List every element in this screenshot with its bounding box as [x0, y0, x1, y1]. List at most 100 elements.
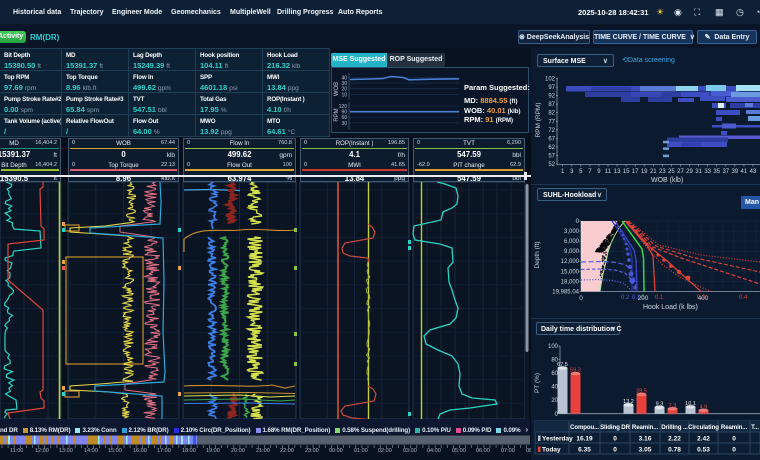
svg-text:10.1: 10.1	[685, 401, 696, 407]
svg-text:52: 52	[548, 162, 555, 168]
svg-text:0: 0	[732, 447, 736, 454]
svg-text:Drilling ...: Drilling ...	[661, 424, 688, 431]
svg-text:6,000: 6,000	[564, 239, 580, 245]
svg-text:9: 9	[597, 169, 601, 175]
svg-text:0.2: 0.2	[697, 295, 706, 301]
svg-text:90: 90	[341, 110, 347, 116]
svg-text:0: 0	[613, 436, 617, 443]
svg-text:0: 0	[613, 447, 617, 454]
svg-text:6.35: 6.35	[578, 447, 591, 454]
svg-text:7: 7	[588, 169, 592, 175]
svg-text:41: 41	[741, 169, 748, 175]
svg-text:400: 400	[698, 295, 709, 302]
svg-text:40: 40	[341, 76, 347, 82]
svg-text:Compou...: Compou...	[570, 424, 599, 431]
svg-text:120: 120	[339, 104, 348, 110]
svg-text:Today: Today	[542, 447, 561, 454]
svg-text:67: 67	[548, 136, 555, 142]
svg-text:23: 23	[659, 169, 666, 175]
svg-text:PT (%): PT (%)	[534, 373, 541, 393]
svg-text:87: 87	[548, 102, 555, 108]
svg-text:200: 200	[638, 295, 649, 302]
svg-text:Circulating: Circulating	[688, 424, 719, 431]
svg-text:RPM: RPM	[334, 108, 340, 121]
svg-text:62: 62	[548, 145, 555, 151]
svg-text:Reamin...: Reamin...	[721, 424, 748, 431]
svg-text:16.19: 16.19	[576, 436, 593, 443]
svg-text:15: 15	[623, 169, 630, 175]
svg-text:3: 3	[570, 169, 574, 175]
svg-text:102: 102	[545, 77, 556, 83]
svg-text:0.2: 0.2	[621, 295, 630, 301]
svg-text:80: 80	[551, 358, 558, 364]
svg-text:40: 40	[551, 385, 558, 391]
svg-text:100: 100	[548, 344, 559, 350]
svg-text:0: 0	[555, 412, 559, 418]
svg-text:Hook Load (k lbs): Hook Load (k lbs)	[643, 304, 698, 311]
svg-text:7.3: 7.3	[669, 403, 677, 409]
svg-text:59.3: 59.3	[570, 368, 581, 374]
svg-text:82: 82	[548, 111, 555, 117]
svg-text:12,000: 12,000	[561, 259, 580, 265]
svg-text:Reamin...: Reamin...	[632, 424, 659, 431]
svg-text:0.4: 0.4	[739, 295, 748, 301]
svg-text:29: 29	[686, 169, 693, 175]
svg-text:1: 1	[561, 169, 565, 175]
svg-text:20: 20	[551, 398, 558, 404]
svg-text:43: 43	[750, 169, 757, 175]
svg-text:Yesterday: Yesterday	[542, 436, 573, 443]
svg-text:97: 97	[548, 85, 555, 91]
svg-text:30: 30	[341, 121, 347, 127]
svg-text:4.9: 4.9	[700, 404, 708, 410]
svg-text:5: 5	[579, 169, 583, 175]
svg-text:2.22: 2.22	[668, 436, 681, 443]
svg-text:3.16: 3.16	[639, 436, 652, 443]
svg-text:0: 0	[579, 295, 583, 302]
svg-text:3.05: 3.05	[639, 447, 652, 454]
svg-text:0: 0	[576, 219, 580, 225]
svg-text:25: 25	[668, 169, 675, 175]
svg-text:39: 39	[731, 169, 738, 175]
svg-text:Sliding DR: Sliding DR	[600, 424, 631, 431]
svg-text:67.5: 67.5	[557, 362, 568, 368]
svg-text:WOB (klb): WOB (klb)	[651, 177, 683, 184]
svg-text:19,985.04: 19,985.04	[552, 289, 579, 295]
svg-text:57: 57	[548, 153, 555, 159]
svg-text:0: 0	[641, 295, 645, 301]
svg-text:37: 37	[722, 169, 729, 175]
svg-text:2.42: 2.42	[697, 436, 710, 443]
svg-text:72: 72	[548, 128, 555, 134]
svg-text:77: 77	[548, 119, 555, 125]
svg-text:WOB: WOB	[334, 82, 340, 96]
svg-text:11: 11	[605, 169, 612, 175]
svg-text:27: 27	[677, 169, 684, 175]
svg-text:0.53: 0.53	[697, 447, 710, 454]
svg-text:19: 19	[641, 169, 648, 175]
svg-text:10: 10	[341, 92, 347, 98]
svg-text:0: 0	[732, 436, 736, 443]
svg-text:31: 31	[695, 169, 702, 175]
svg-text:20: 20	[341, 87, 347, 93]
svg-text:28.5: 28.5	[636, 388, 647, 394]
svg-text:60: 60	[341, 115, 347, 121]
svg-text:30: 30	[341, 81, 347, 87]
svg-text:13.2: 13.2	[623, 399, 634, 405]
svg-text:15,000: 15,000	[561, 269, 580, 275]
svg-text:0.1: 0.1	[655, 295, 664, 301]
svg-text:0.1: 0.1	[632, 295, 641, 301]
svg-text:18,000: 18,000	[561, 279, 580, 285]
svg-text:9.3: 9.3	[656, 401, 664, 407]
svg-text:Depth (ft): Depth (ft)	[534, 241, 541, 268]
svg-text:60: 60	[551, 371, 558, 377]
svg-text:0.78: 0.78	[668, 447, 681, 454]
svg-text:33: 33	[704, 169, 711, 175]
svg-text:T...: T...	[751, 424, 759, 431]
svg-text:17: 17	[632, 169, 639, 175]
svg-text:3,000: 3,000	[564, 229, 580, 235]
svg-text:21: 21	[650, 169, 657, 175]
svg-text:13: 13	[614, 169, 621, 175]
svg-text:9,000: 9,000	[564, 249, 580, 255]
svg-text:RPM (RPM): RPM (RPM)	[535, 102, 542, 137]
svg-text:35: 35	[713, 169, 720, 175]
svg-text:92: 92	[548, 94, 555, 100]
